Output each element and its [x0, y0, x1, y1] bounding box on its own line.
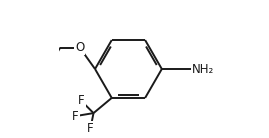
Text: F: F — [78, 94, 85, 108]
Text: O: O — [75, 41, 84, 54]
Text: NH₂: NH₂ — [192, 63, 214, 75]
Text: F: F — [72, 110, 79, 123]
Text: F: F — [87, 122, 94, 135]
